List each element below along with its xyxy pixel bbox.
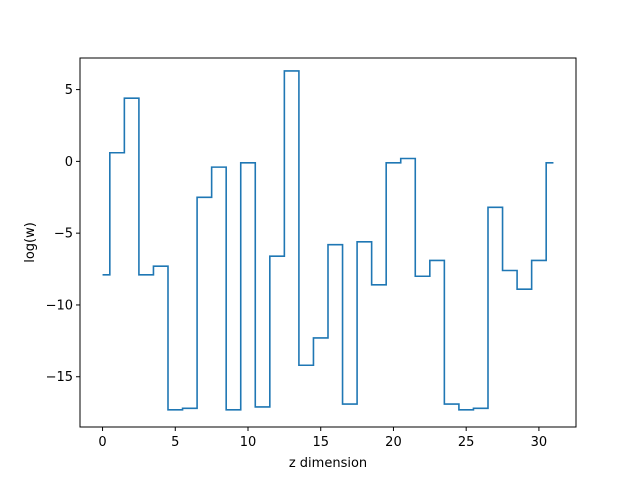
y-tick-label: −10 <box>46 298 73 313</box>
x-tick-label: 5 <box>171 435 179 450</box>
y-tick-label: 5 <box>65 83 73 98</box>
y-axis-ticks: −15 −10 −5 0 5 <box>46 83 80 385</box>
x-tick-label: 30 <box>531 435 548 450</box>
y-tick-label: −5 <box>54 227 73 242</box>
series-0-step-line <box>102 70 554 411</box>
x-tick-label: 15 <box>312 435 329 450</box>
y-axis-label: log(w) <box>23 222 38 263</box>
plot-area <box>102 70 554 411</box>
x-tick-label: 10 <box>240 435 257 450</box>
x-tick-label: 25 <box>458 435 475 450</box>
x-tick-label: 0 <box>98 435 106 450</box>
x-axis-ticks: 0 5 10 15 20 25 30 <box>98 427 547 450</box>
x-axis-label: z dimension <box>289 456 367 471</box>
axes-frame <box>79 57 577 428</box>
y-tick-label: −15 <box>46 370 73 385</box>
y-tick-label: 0 <box>65 155 73 170</box>
x-tick-label: 20 <box>385 435 402 450</box>
